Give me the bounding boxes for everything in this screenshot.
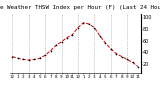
Text: Milwaukee Weather THSW Index per Hour (F) (Last 24 Hours): Milwaukee Weather THSW Index per Hour (F… bbox=[0, 5, 160, 10]
